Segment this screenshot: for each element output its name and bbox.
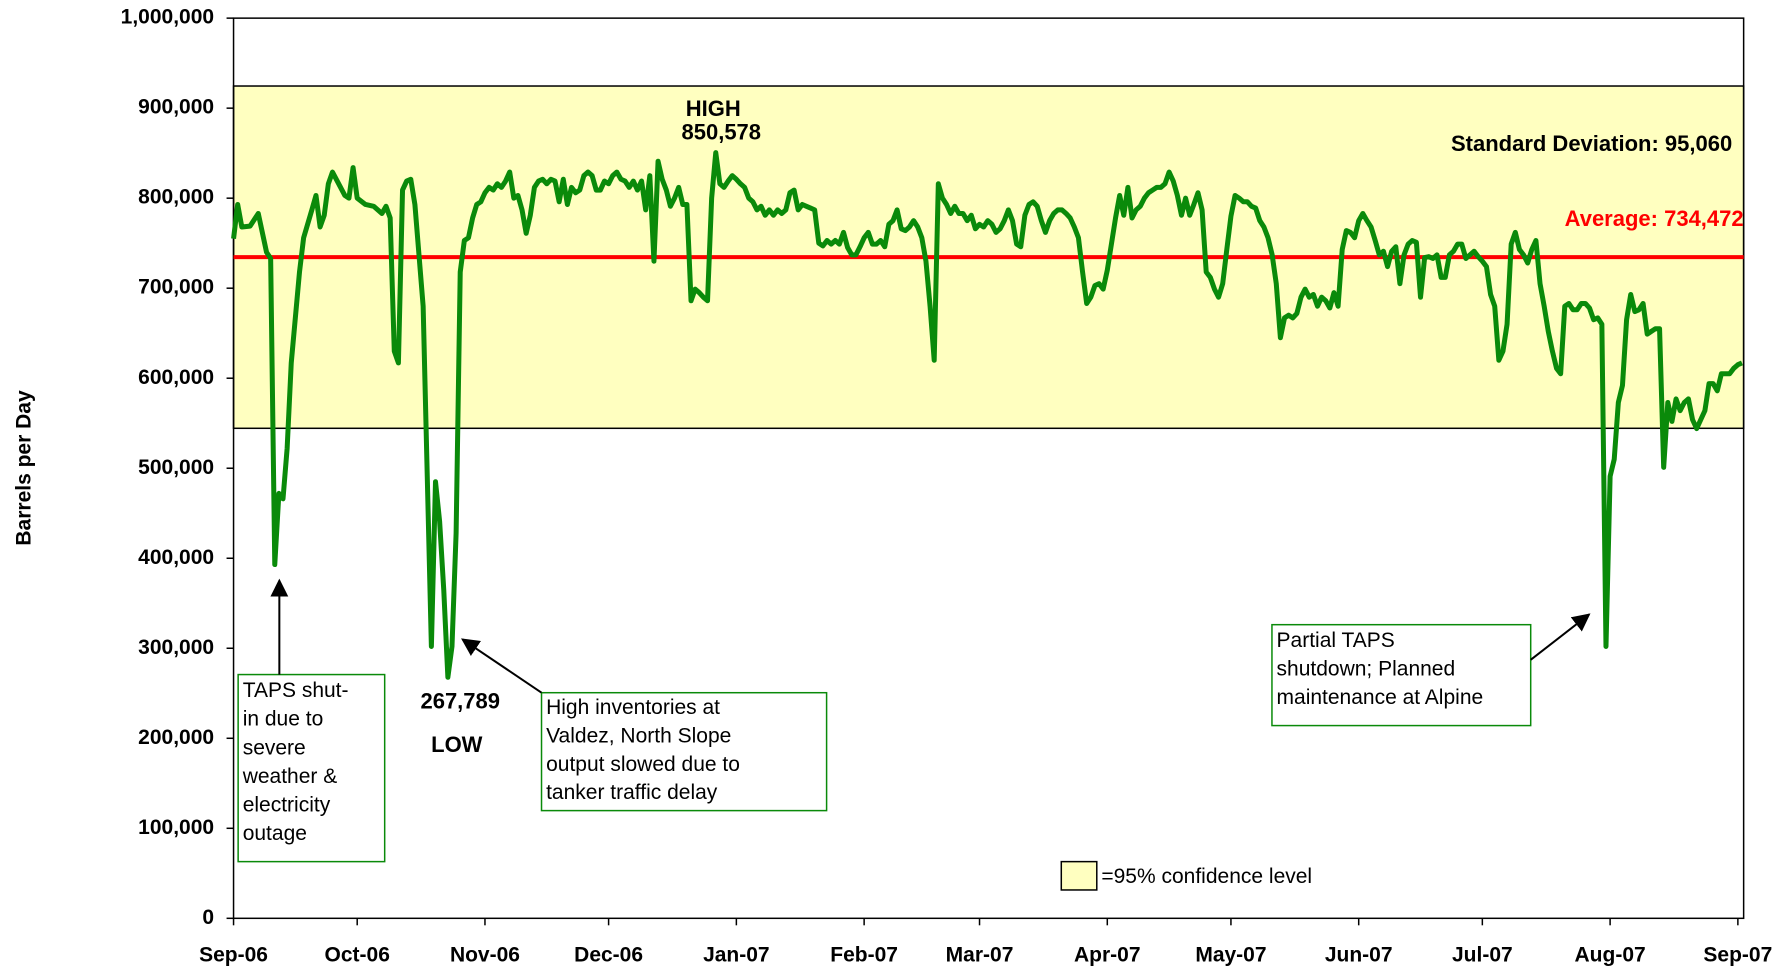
annotation-text: Valdez, North Slope	[546, 724, 731, 747]
x-tick-label: Jun-07	[1325, 943, 1393, 966]
annotation-text: in due to	[243, 708, 324, 731]
x-tick-label: Jan-07	[703, 943, 770, 966]
annotation-text: TAPS shut-	[243, 679, 349, 702]
x-tick-label: Apr-07	[1074, 943, 1141, 966]
annotation-text: 267,789	[420, 689, 500, 714]
y-tick-label: 200,000	[138, 726, 214, 749]
annotation-box	[237, 673, 386, 863]
legend-swatch	[1060, 860, 1098, 891]
annotation-box	[540, 691, 828, 812]
y-tick-label: 100,000	[138, 816, 214, 839]
annotation-text: maintenance at Alpine	[1277, 686, 1484, 709]
x-tick-label: Oct-06	[325, 943, 390, 966]
x-tick-label: Nov-06	[450, 943, 520, 966]
y-axis-title: Barrels per Day	[13, 390, 36, 546]
std-dev-label: Standard Deviation: 95,060	[1451, 131, 1732, 156]
annotation-text: High inventories at	[546, 696, 720, 719]
annotation-text: severe	[243, 736, 306, 759]
y-tick-label: 800,000	[138, 186, 214, 209]
annotation-text: outage	[243, 822, 307, 845]
annotation-text: output slowed due to	[546, 753, 740, 776]
annotation-text: electricity	[243, 793, 331, 816]
annotation-text: weather &	[242, 765, 338, 788]
x-tick-label: May-07	[1195, 943, 1266, 966]
x-tick-label: Jul-07	[1452, 943, 1513, 966]
x-tick-label: Mar-07	[946, 943, 1014, 966]
y-tick-label: 600,000	[138, 366, 214, 389]
average-label: Average: 734,472	[1565, 206, 1744, 231]
y-tick-label: 700,000	[138, 276, 214, 299]
x-tick-label: Aug-07	[1575, 943, 1646, 966]
annotation-box	[1271, 623, 1532, 727]
annotation-text: tanker traffic delay	[546, 781, 718, 804]
y-tick-label: 500,000	[138, 456, 214, 479]
y-tick-label: 1,000,000	[121, 6, 214, 29]
annotation-text: shutdown; Planned	[1277, 658, 1456, 681]
annotation-text: Partial TAPS	[1277, 629, 1395, 652]
annotation-text: LOW	[431, 732, 483, 757]
x-tick-label: Sep-07	[1703, 943, 1772, 966]
legend-label: =95% confidence level	[1101, 865, 1312, 888]
data-line	[231, 150, 1743, 680]
y-tick-label: 0	[202, 906, 214, 929]
x-tick-label: Dec-06	[574, 943, 643, 966]
annotation-text: HIGH	[686, 96, 741, 121]
x-tick-label: Sep-06	[199, 943, 268, 966]
y-tick-label: 900,000	[138, 96, 214, 119]
annotation-arrow	[461, 638, 543, 694]
y-tick-label: 400,000	[138, 546, 214, 569]
annotation-text: 850,578	[682, 120, 762, 145]
y-tick-label: 300,000	[138, 636, 214, 659]
x-tick-label: Feb-07	[830, 943, 898, 966]
annotation-arrow	[1530, 613, 1591, 661]
